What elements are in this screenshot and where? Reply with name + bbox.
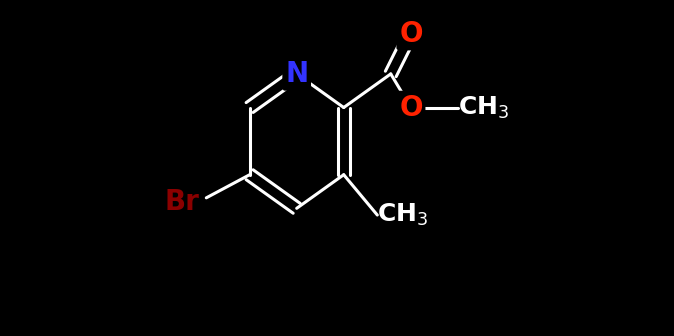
Text: O: O bbox=[399, 93, 423, 122]
Text: Br: Br bbox=[164, 187, 200, 216]
Text: O: O bbox=[399, 19, 423, 48]
Text: CH$_3$: CH$_3$ bbox=[377, 202, 429, 228]
Text: CH$_3$: CH$_3$ bbox=[458, 94, 510, 121]
Text: N: N bbox=[285, 60, 308, 88]
